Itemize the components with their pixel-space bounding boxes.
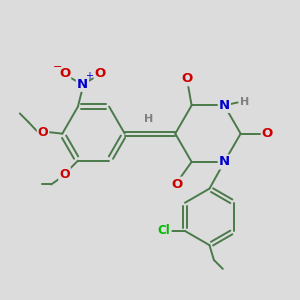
Text: O: O (59, 168, 70, 181)
Text: O: O (59, 68, 70, 80)
Text: O: O (262, 127, 273, 140)
Text: O: O (171, 178, 182, 191)
Text: Cl: Cl (158, 224, 171, 238)
Text: O: O (94, 68, 106, 80)
Text: N: N (219, 155, 230, 168)
Text: H: H (241, 98, 250, 107)
Text: −: − (53, 61, 63, 71)
Text: H: H (144, 114, 153, 124)
Text: N: N (219, 99, 230, 112)
Text: +: + (85, 71, 93, 81)
Text: O: O (38, 126, 48, 139)
Text: O: O (182, 72, 193, 85)
Text: N: N (77, 78, 88, 91)
